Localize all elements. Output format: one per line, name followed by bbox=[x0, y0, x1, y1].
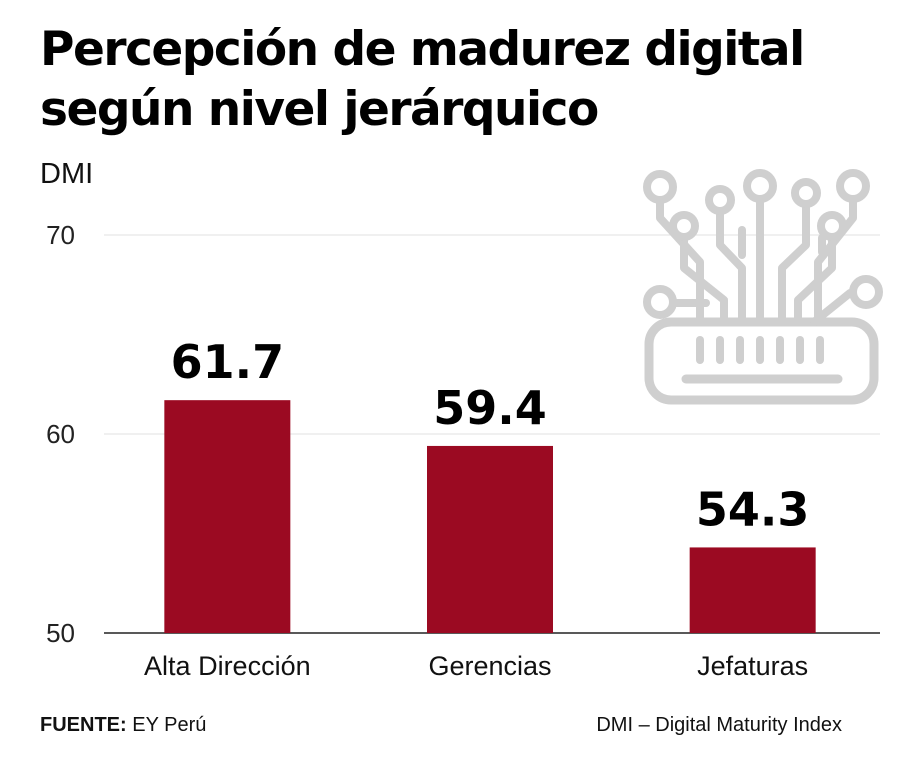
data-label: 59.4 bbox=[433, 381, 547, 435]
y-tick-label: 60 bbox=[46, 419, 75, 449]
bars-layer bbox=[164, 400, 816, 633]
labels-layer: 50 60 70 61.7 Alta Dirección 59.4 Gerencias 54.… bbox=[46, 220, 809, 681]
x-tick-label: Gerencias bbox=[428, 651, 551, 681]
circuit-nodes bbox=[643, 169, 883, 319]
chip-pins bbox=[696, 336, 824, 364]
data-label: 61.7 bbox=[171, 335, 285, 389]
bar bbox=[427, 445, 553, 633]
bar bbox=[164, 400, 291, 633]
y-tick-label: 50 bbox=[46, 618, 75, 648]
data-label: 54.3 bbox=[696, 482, 810, 536]
x-tick-label: Jefaturas bbox=[697, 651, 808, 681]
circuit-chip-icon bbox=[643, 169, 883, 405]
chart-title-line-2: según nivel jerárquico bbox=[40, 82, 599, 137]
source-note: FUENTE: EY Perú bbox=[40, 714, 206, 737]
bar bbox=[689, 547, 816, 633]
x-tick-label: Alta Dirección bbox=[144, 651, 311, 681]
chart-title-line-1: Percepción de madurez digital bbox=[40, 22, 805, 77]
y-axis-label: DMI bbox=[40, 158, 94, 190]
chart-title: Percepción de madurez digital según nive… bbox=[40, 20, 900, 140]
y-tick-label: 70 bbox=[46, 220, 75, 250]
dmi-note: DMI – Digital Maturity Index bbox=[596, 714, 842, 736]
circuit-traces bbox=[656, 183, 857, 326]
source-label: FUENTE: bbox=[40, 714, 127, 736]
source-value: EY Perú bbox=[132, 714, 207, 736]
